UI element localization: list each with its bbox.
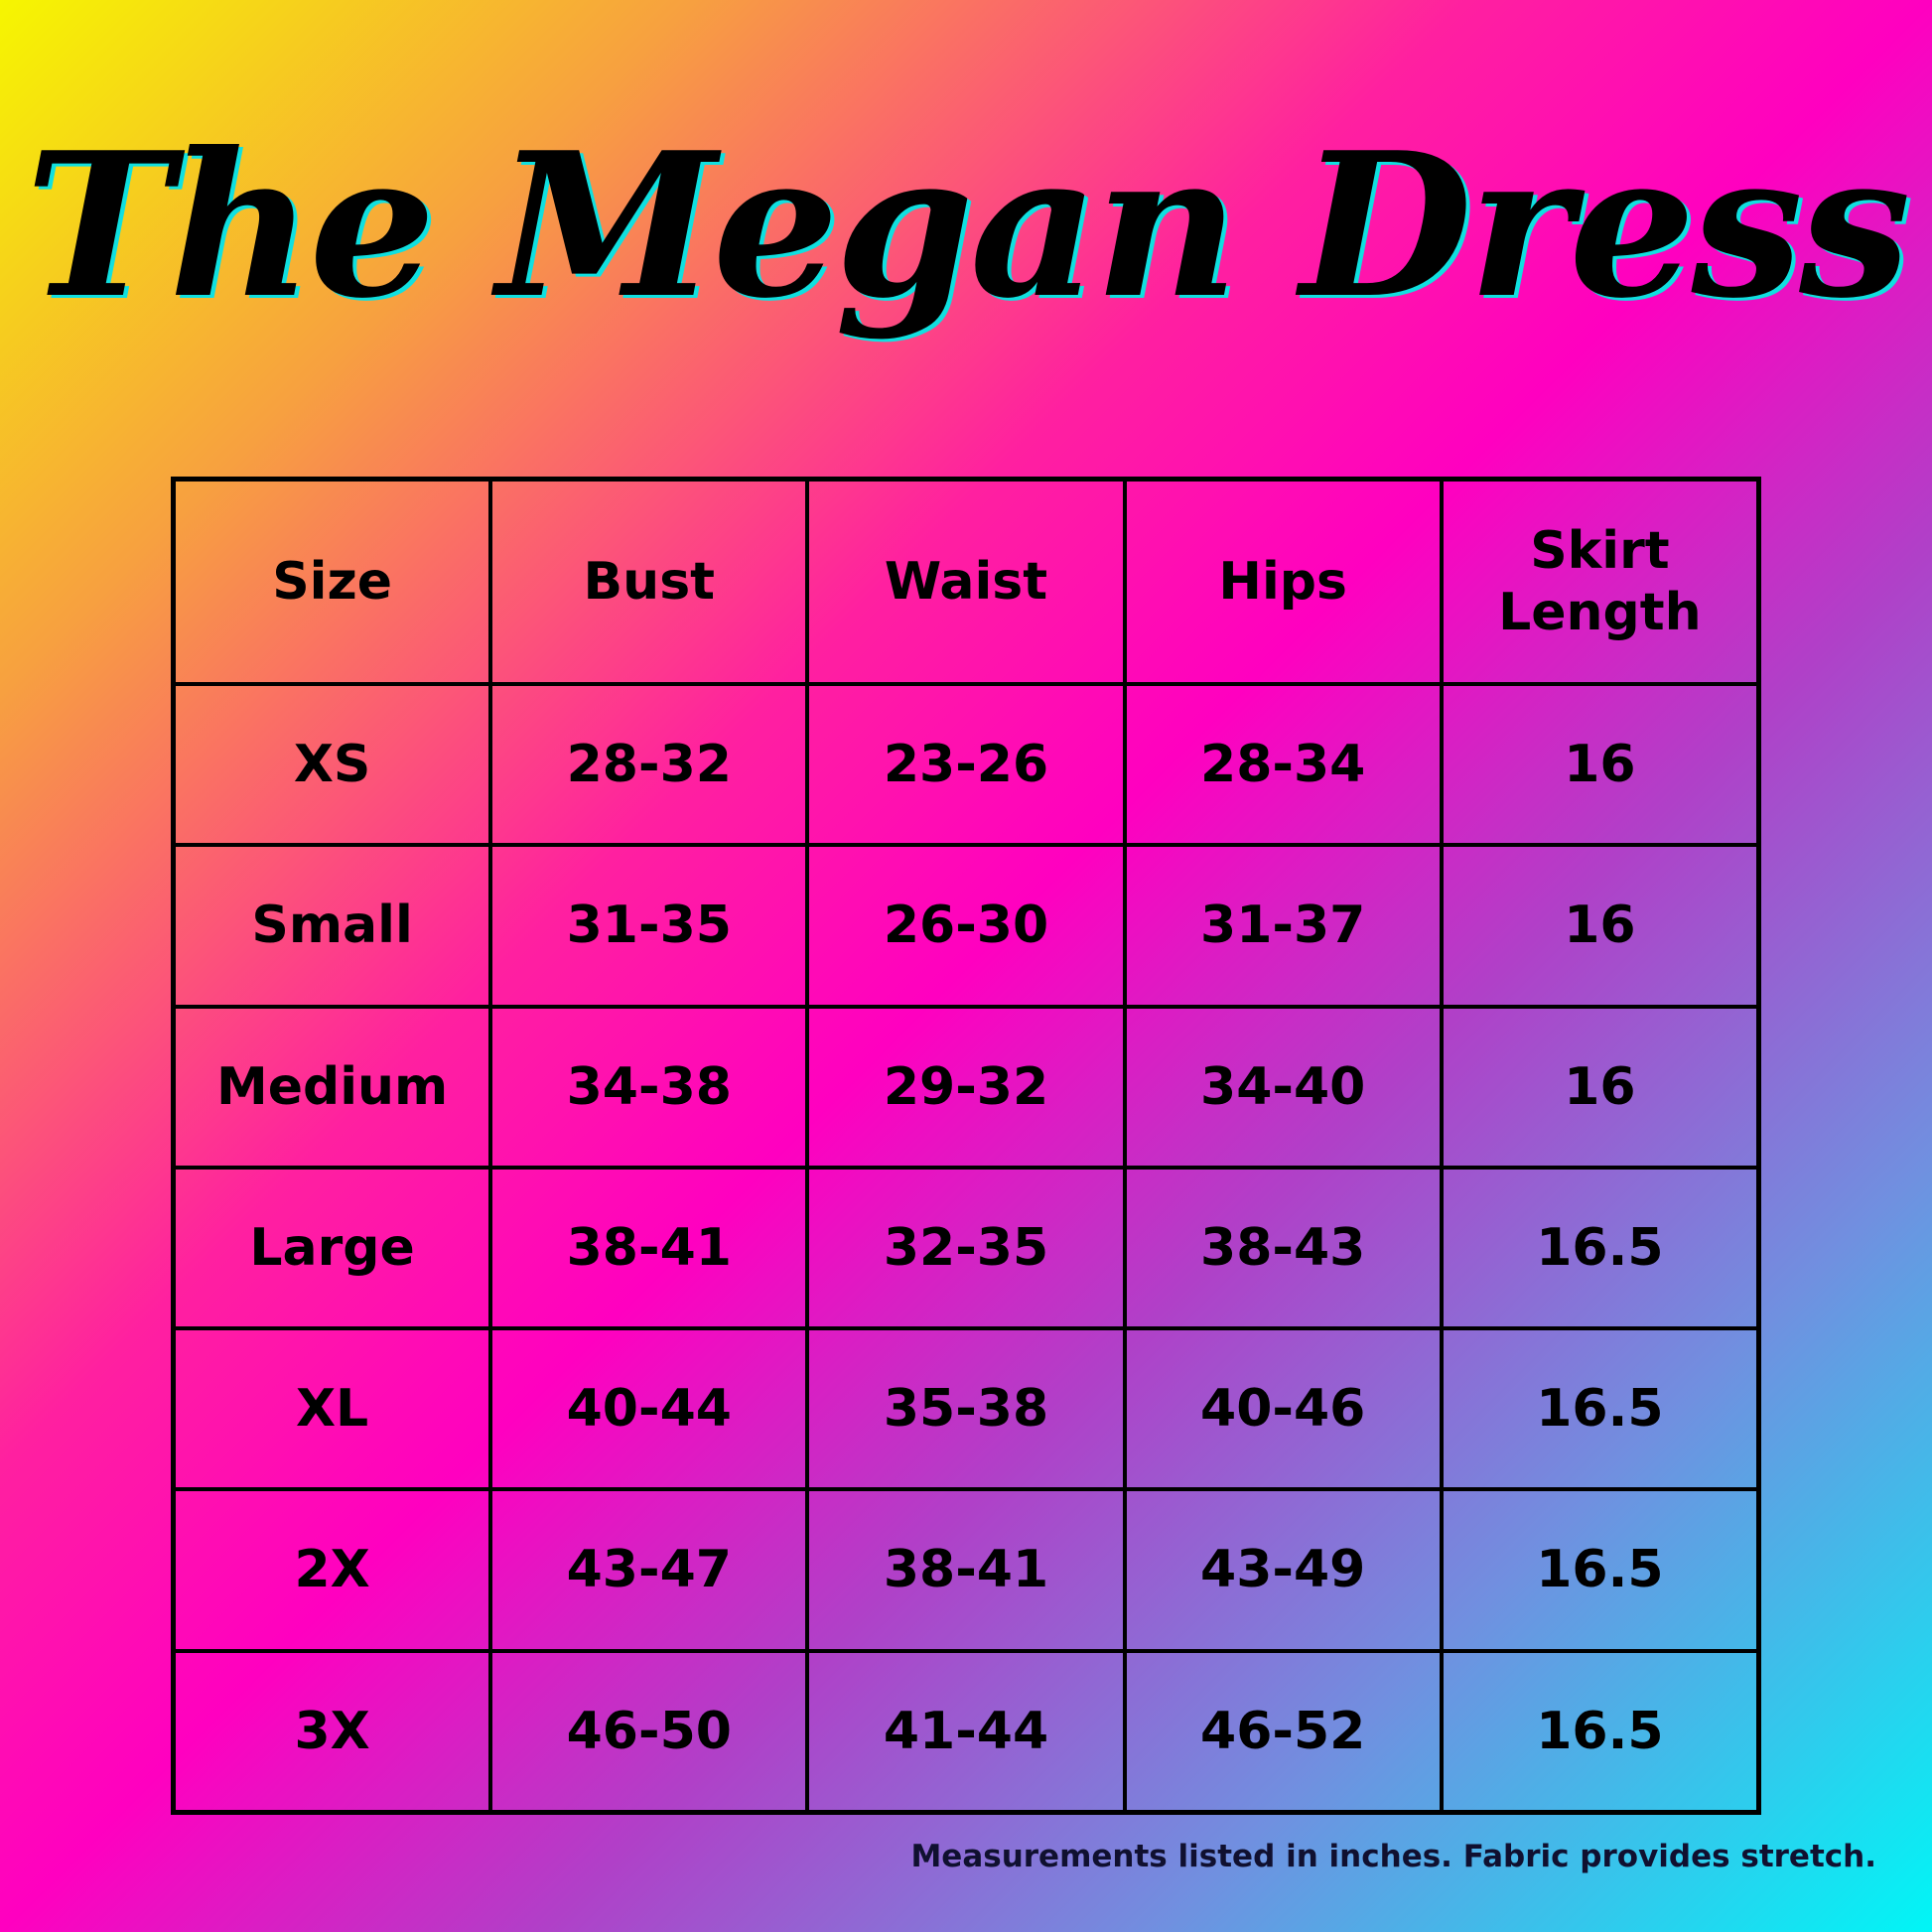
measurement: 46-50: [490, 1650, 808, 1812]
measurement: 28-32: [490, 684, 808, 846]
size-table: Size Bust Waist Hips Skirt Length XS 28-32 23-2…: [171, 477, 1761, 1815]
measurement: 43-47: [490, 1489, 808, 1651]
size-label: XL: [174, 1328, 491, 1490]
measurement: 38-43: [1124, 1167, 1442, 1329]
measurement: 31-37: [1124, 845, 1442, 1007]
measurement: 16: [1441, 1006, 1758, 1168]
size-label: 3X: [174, 1650, 491, 1812]
measurement: 16: [1441, 684, 1758, 846]
measurement: 23-26: [807, 684, 1125, 846]
measurement: 34-40: [1124, 1006, 1442, 1168]
size-label: Large: [174, 1167, 491, 1329]
measurement: 34-38: [490, 1006, 808, 1168]
title: The Megan Dress: [25, 109, 1910, 343]
size-label: 2X: [174, 1489, 491, 1651]
column-header: Hips: [1124, 480, 1442, 684]
size-label: Medium: [174, 1006, 491, 1168]
measurement: 40-44: [490, 1328, 808, 1490]
measurement: 26-30: [807, 845, 1125, 1007]
measurement: 29-32: [807, 1006, 1125, 1168]
measurement: 35-38: [807, 1328, 1125, 1490]
measurement: 32-35: [807, 1167, 1125, 1329]
measurement: 38-41: [490, 1167, 808, 1329]
measurement: 16.5: [1441, 1489, 1758, 1651]
measurement: 16.5: [1441, 1328, 1758, 1490]
measurement: 31-35: [490, 845, 808, 1007]
size-label: XS: [174, 684, 491, 846]
measurement: 28-34: [1124, 684, 1442, 846]
column-header: Size: [174, 480, 491, 684]
column-header: Waist: [807, 480, 1125, 684]
size-label: Small: [174, 845, 491, 1007]
footer-note: Measurements listed in inches. Fabric pr…: [910, 1839, 1876, 1874]
column-header: Skirt Length: [1441, 480, 1758, 684]
measurement: 16: [1441, 845, 1758, 1007]
measurement: 41-44: [807, 1650, 1125, 1812]
measurement: 38-41: [807, 1489, 1125, 1651]
measurement: 43-49: [1124, 1489, 1442, 1651]
column-header: Bust: [490, 480, 808, 684]
measurement: 40-46: [1124, 1328, 1442, 1490]
measurement: 16.5: [1441, 1167, 1758, 1329]
measurement: 16.5: [1441, 1650, 1758, 1812]
measurement: 46-52: [1124, 1650, 1442, 1812]
